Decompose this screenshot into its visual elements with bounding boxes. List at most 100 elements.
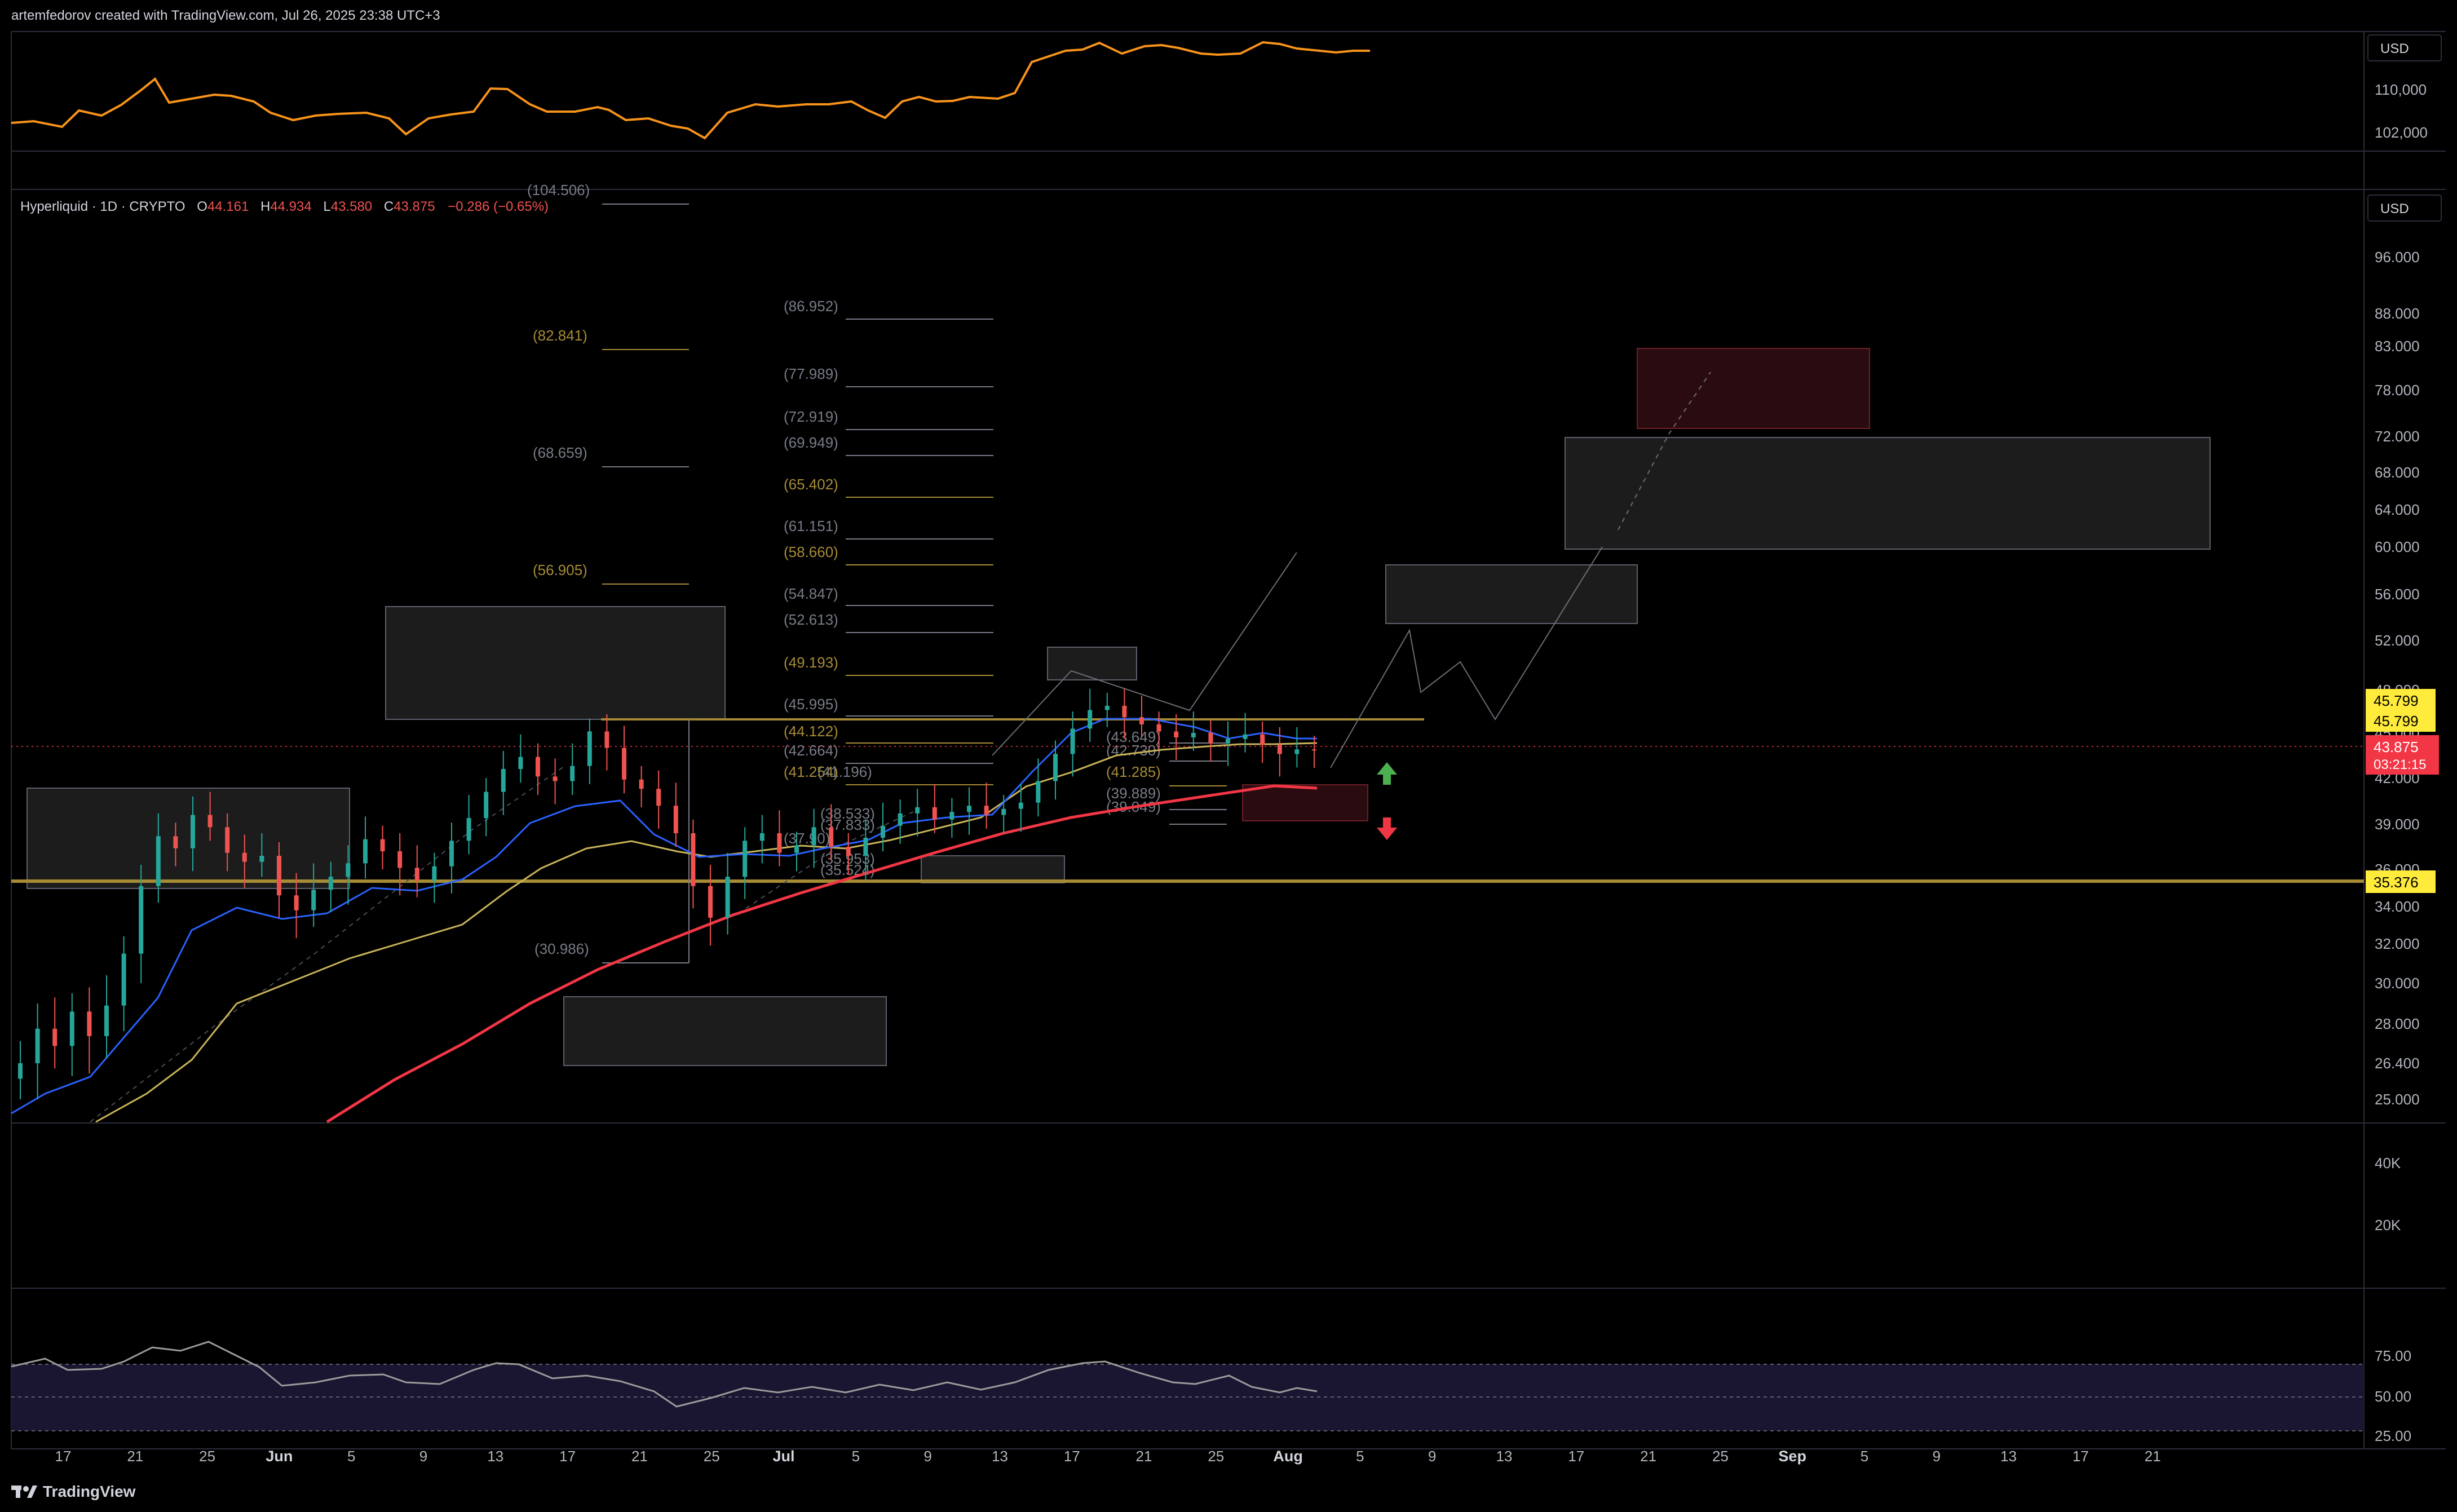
top-currency-badge[interactable]: USD <box>2367 34 2442 61</box>
zone-box <box>1565 437 2211 550</box>
fib-right-levels: (43.649) (42.730) (41.285) (39.889) (39.… <box>1106 728 1227 825</box>
main-axis-tick: 64.000 <box>2375 501 2420 518</box>
legend-low: 43.580 <box>331 199 372 214</box>
level-badge-b: 45.799 <box>2366 709 2436 732</box>
candle-body <box>984 806 989 815</box>
main-axis-tick: 60.000 <box>2375 538 2420 555</box>
fib-label: (68.659) <box>533 444 587 461</box>
candle-body <box>1036 781 1041 803</box>
btc-price-line <box>11 41 1370 140</box>
main-price-axis[interactable]: 96.000 88.000 83.000 78.000 72.000 68.000 64.0… <box>2375 249 2420 1108</box>
main-axis-tick: 68.000 <box>2375 464 2420 481</box>
fib-center-levels: (86.952) (77.989) (72.919) (69.949) (65.… <box>784 298 993 785</box>
time-axis-day: 9 <box>1428 1448 1436 1465</box>
time-axis-day: 17 <box>55 1448 72 1465</box>
legend-change: −0.286 (−0.65%) <box>448 199 549 214</box>
candle-body <box>414 868 419 881</box>
top-currency-label: USD <box>2380 41 2409 56</box>
candle-body <box>191 815 195 848</box>
main-axis-tick: 39.000 <box>2375 816 2420 833</box>
fib-label: (41.196) <box>817 763 872 780</box>
footer-brand-label: TradingView <box>43 1483 136 1500</box>
fib-label: (86.952) <box>784 298 838 315</box>
candle-body <box>949 812 954 820</box>
volume-axis-tick: 20K <box>2375 1217 2401 1234</box>
candle-body <box>1018 802 1023 809</box>
time-axis-day: 5 <box>1356 1448 1364 1465</box>
legend-open: 44.161 <box>207 199 249 214</box>
fib-label: (54.847) <box>784 585 838 602</box>
fib-label: (41.285) <box>1106 763 1161 780</box>
candle-body <box>380 839 385 851</box>
candle-body <box>932 807 937 820</box>
candle-body <box>604 731 609 748</box>
legend-high: 44.934 <box>270 199 311 214</box>
fib-left-levels: (104.506) (82.841) (68.659) (56.905) (30… <box>527 182 690 963</box>
candle-body <box>466 818 471 841</box>
candle-body <box>1122 705 1127 718</box>
fib-label: (39.889) <box>1106 785 1161 802</box>
main-currency-badge[interactable]: USD <box>2367 194 2442 222</box>
tradingview-logo-icon <box>11 1486 37 1498</box>
main-axis-tick: 26.400 <box>2375 1055 2420 1072</box>
main-axis-tick: 32.000 <box>2375 935 2420 952</box>
candle-body <box>708 886 713 918</box>
candle-body <box>121 953 126 1006</box>
candle-body <box>846 847 851 856</box>
candle-body <box>1243 734 1248 739</box>
candle-body <box>35 1028 40 1063</box>
candle-body <box>173 836 178 848</box>
candle-body <box>242 852 247 862</box>
time-axis-month: Jun <box>266 1448 293 1465</box>
candle-body <box>725 877 730 918</box>
candle-body <box>622 748 626 780</box>
rsi-line <box>11 1341 1318 1408</box>
candle-body <box>1053 754 1058 781</box>
time-axis-day: 17 <box>1568 1448 1584 1465</box>
candle-body <box>225 827 230 853</box>
zone-box <box>921 855 1065 883</box>
last-price-badge: 43.875 03:21:15 <box>2366 735 2439 775</box>
ema-fast <box>11 718 1317 1115</box>
candle-body <box>811 827 816 846</box>
projection-lines <box>90 372 1711 1122</box>
time-axis-day: 9 <box>419 1448 427 1465</box>
main-axis-tick: 96.000 <box>2375 249 2420 266</box>
candle-body <box>1294 749 1300 754</box>
candle-body <box>967 806 971 812</box>
candle-body <box>1191 733 1196 737</box>
price-badges: 45.799 45.799 43.875 03:21:15 35.376 <box>2366 689 2439 893</box>
candle-body <box>1104 705 1110 710</box>
candle-body <box>587 731 592 766</box>
main-axis-tick: 83.000 <box>2375 338 2420 355</box>
candle-body <box>484 792 489 819</box>
zone-box <box>1385 564 1638 624</box>
time-axis-day: 17 <box>1064 1448 1080 1465</box>
symbol-legend[interactable]: Hyperliquid · 1D · CRYPTO O44.161 H44.93… <box>20 199 549 214</box>
main-axis-tick: 28.000 <box>2375 1015 2420 1032</box>
time-axis[interactable]: 17 21 25 Jun 5 9 13 17 21 25 Jul 5 9 13 17 21 25 Aug 5 9 13 1… <box>55 1448 2161 1465</box>
time-axis-day: 17 <box>2072 1448 2089 1465</box>
candle-body <box>1139 717 1144 724</box>
time-axis-day: 9 <box>1933 1448 1941 1465</box>
time-axis-day: 21 <box>127 1448 143 1465</box>
top-axis-tick: 110,000 <box>2375 81 2427 98</box>
candle-body <box>656 789 661 806</box>
footer-brand[interactable]: TradingView <box>11 1483 135 1501</box>
time-axis-day: 13 <box>1496 1448 1513 1465</box>
zone-box <box>385 606 726 720</box>
zone-box <box>26 788 350 889</box>
candle-body <box>1001 808 1006 815</box>
main-axis-tick: 72.000 <box>2375 428 2420 445</box>
fib-label: (43.649) <box>1106 728 1161 745</box>
svg-text:35.376: 35.376 <box>2374 874 2419 891</box>
legend-low-label: L <box>323 199 330 214</box>
candle-body <box>346 863 351 877</box>
candle-body <box>691 833 696 886</box>
zone-rectangles <box>26 348 2211 1066</box>
candlestick-series[interactable] <box>18 688 1316 1099</box>
time-axis-day: 25 <box>1712 1448 1729 1465</box>
time-axis-day: 13 <box>992 1448 1008 1465</box>
candle-body <box>898 813 903 826</box>
